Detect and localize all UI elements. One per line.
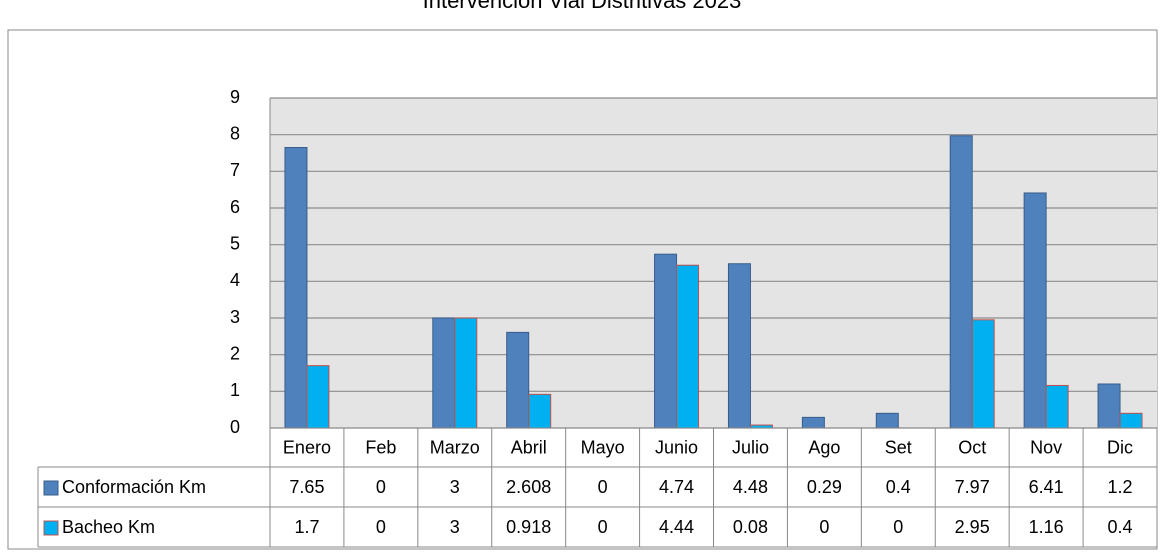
table-value: 7.97 <box>955 477 990 497</box>
table-value: 0 <box>819 517 829 537</box>
x-tick-label: Ago <box>808 437 840 457</box>
table-value: 2.608 <box>506 477 551 497</box>
bar <box>1097 383 1121 429</box>
legend-label: Bacheo Km <box>62 517 155 537</box>
table-value: 0.4 <box>886 477 911 497</box>
y-tick-label: 2 <box>230 343 240 363</box>
bar <box>727 263 751 429</box>
table-value: 0 <box>376 517 386 537</box>
x-tick-label: Set <box>885 437 912 457</box>
x-tick-label: Dic <box>1107 437 1133 457</box>
bar <box>1023 192 1047 429</box>
table-value: 0.4 <box>1108 517 1133 537</box>
bar <box>506 331 530 429</box>
table-value: 4.48 <box>733 477 768 497</box>
x-tick-label: Oct <box>958 437 986 457</box>
table-value: 0.08 <box>733 517 768 537</box>
bar <box>1119 412 1143 429</box>
x-tick-label: Abril <box>511 437 547 457</box>
y-tick-label: 6 <box>230 197 240 217</box>
y-tick-label: 5 <box>230 233 240 253</box>
y-tick-label: 9 <box>230 87 240 107</box>
x-tick-label: Nov <box>1030 437 1062 457</box>
table-value: 0.918 <box>506 517 551 537</box>
x-tick-label: Julio <box>732 437 769 457</box>
bar <box>284 147 308 429</box>
table-value: 1.2 <box>1108 477 1133 497</box>
y-tick-label: 1 <box>230 380 240 400</box>
bar <box>971 319 995 429</box>
bar <box>676 264 700 429</box>
bar <box>306 365 330 429</box>
bar <box>454 317 478 429</box>
x-tick-label: Feb <box>365 437 396 457</box>
bar <box>432 317 456 429</box>
table-value: 0 <box>376 477 386 497</box>
table-value: 6.41 <box>1029 477 1064 497</box>
x-tick-label: Enero <box>283 437 331 457</box>
table-value: 0 <box>598 517 608 537</box>
y-tick-label: 4 <box>230 270 240 290</box>
bar <box>654 253 678 429</box>
legend-label: Conformación Km <box>62 477 206 497</box>
plot-area <box>270 98 1157 428</box>
y-tick-label: 3 <box>230 307 240 327</box>
table-value: 0 <box>598 477 608 497</box>
legend-swatch <box>43 520 59 536</box>
x-tick-label: Mayo <box>581 437 625 457</box>
y-tick-label: 7 <box>230 160 240 180</box>
table-value: 1.16 <box>1029 517 1064 537</box>
table-value: 3 <box>450 517 460 537</box>
x-tick-label: Marzo <box>430 437 480 457</box>
x-tick-label: Junio <box>655 437 698 457</box>
bar <box>1045 384 1069 429</box>
table-value: 4.44 <box>659 517 694 537</box>
table-value: 0.29 <box>807 477 842 497</box>
table-value: 2.95 <box>955 517 990 537</box>
bar <box>949 135 973 429</box>
bar <box>801 416 825 429</box>
table-value: 0 <box>893 517 903 537</box>
bar <box>528 393 552 429</box>
y-tick-label: 8 <box>230 123 240 143</box>
legend-swatch <box>43 480 59 496</box>
table-value: 7.65 <box>289 477 324 497</box>
y-tick-label: 0 <box>230 417 240 437</box>
table-value: 3 <box>450 477 460 497</box>
table-value: 4.74 <box>659 477 694 497</box>
table-value: 1.7 <box>294 517 319 537</box>
bar <box>875 412 899 429</box>
chart-title: Intervención Vial Distritivas 2023 <box>423 0 742 13</box>
